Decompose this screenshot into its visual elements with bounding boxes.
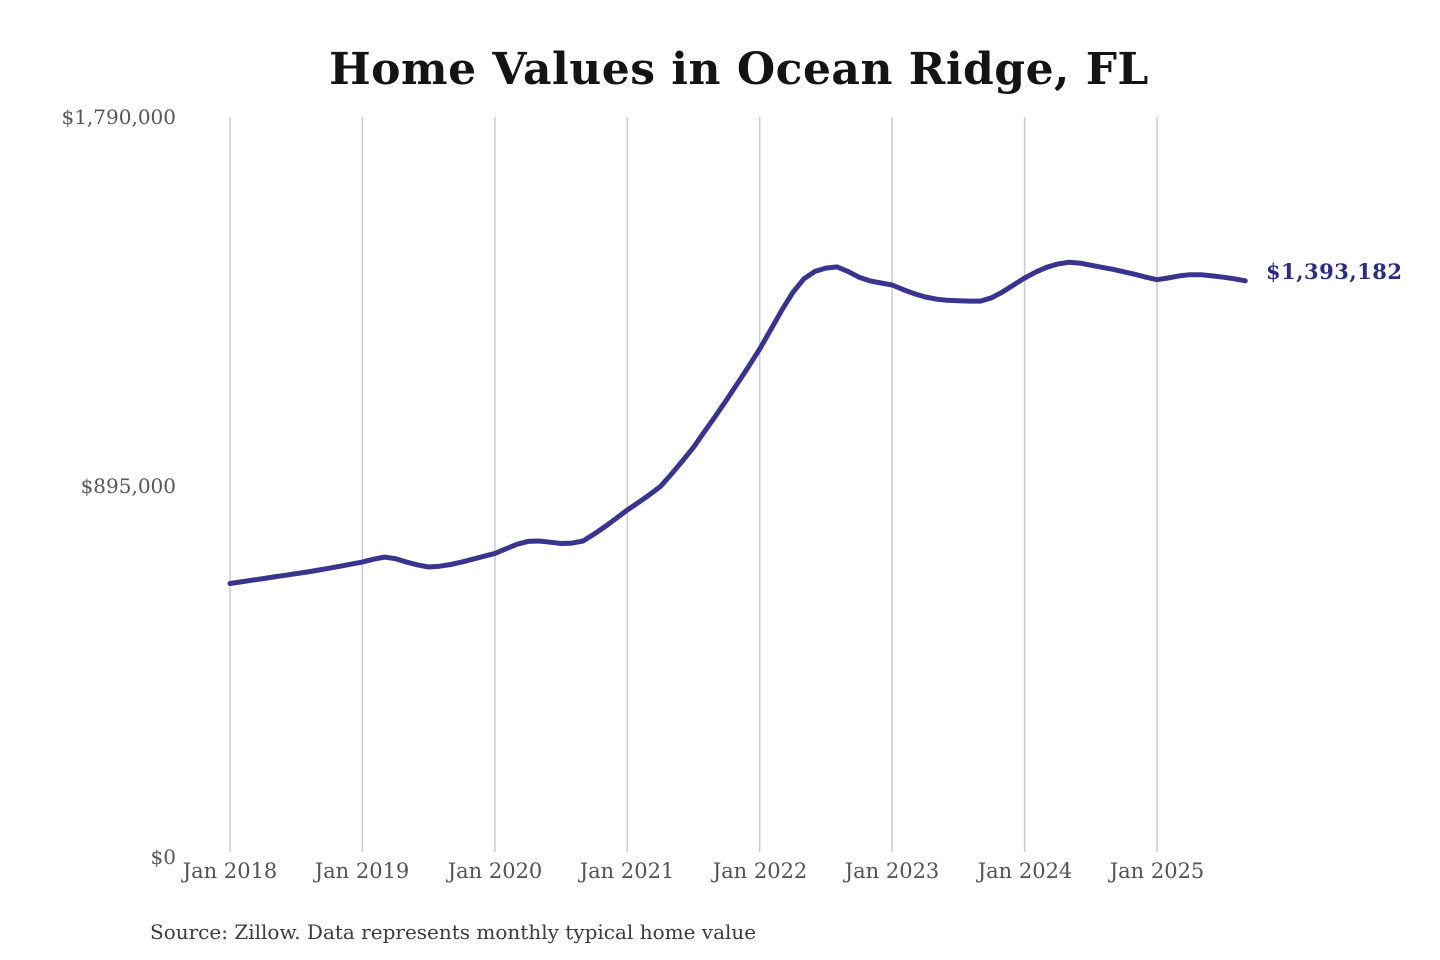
x-axis-tick-2020: Jan 2020 xyxy=(447,859,543,883)
y-axis-tick-zero: $0 xyxy=(150,845,176,869)
home-value-line xyxy=(227,259,1248,586)
x-axis-tick-2023: Jan 2023 xyxy=(844,859,940,883)
y-axis-tick-max: $1,790,000 xyxy=(61,105,176,129)
x-axis-tick-2022: Jan 2022 xyxy=(712,859,808,883)
latest-value-label: $1,393,182 xyxy=(1266,259,1403,284)
source-note: Source: Zillow. Data represents monthly … xyxy=(150,920,757,944)
y-axis-tick-mid: $895,000 xyxy=(80,474,176,498)
x-axis-tick-2024: Jan 2024 xyxy=(977,859,1073,883)
gridlines xyxy=(229,117,1158,852)
x-axis-tick-2025: Jan 2025 xyxy=(1109,859,1205,883)
x-axis-tick-2019: Jan 2019 xyxy=(314,859,410,883)
x-axis-tick-2018: Jan 2018 xyxy=(182,859,278,883)
x-axis-tick-2021: Jan 2021 xyxy=(579,859,675,883)
chart-title: Home Values in Ocean Ridge, FL xyxy=(329,44,1149,95)
